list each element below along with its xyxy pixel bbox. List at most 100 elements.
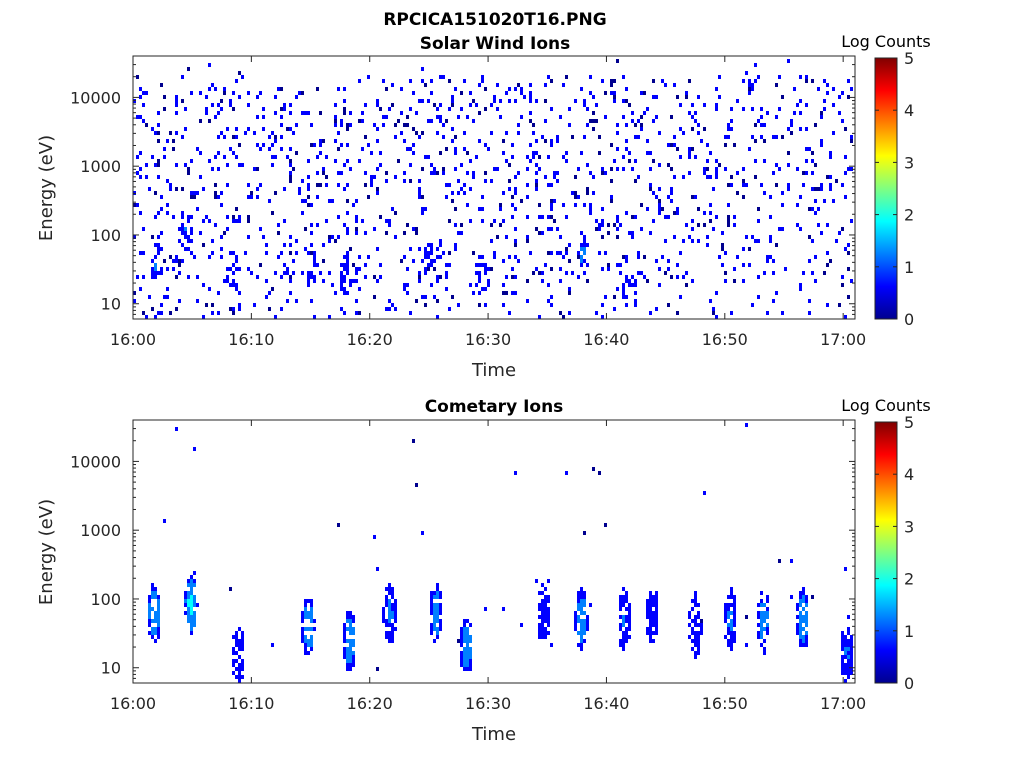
- heatmap-cell: [316, 87, 319, 91]
- heatmap-cell: [622, 619, 625, 623]
- heatmap-cell: [826, 83, 829, 87]
- heatmap-cell: [145, 91, 148, 95]
- heatmap-cell: [634, 299, 637, 303]
- heatmap-cell: [811, 207, 814, 211]
- heatmap-cell: [235, 127, 238, 131]
- heatmap-cell: [700, 627, 703, 631]
- heatmap-cell: [151, 271, 154, 275]
- heatmap-cell: [841, 283, 844, 287]
- heatmap-cell: [310, 643, 313, 647]
- heatmap-cell: [808, 235, 811, 239]
- heatmap-cell: [514, 243, 517, 247]
- heatmap-cell: [529, 251, 532, 255]
- heatmap-cell: [673, 175, 676, 179]
- heatmap-cell: [340, 143, 343, 147]
- heatmap-cell: [187, 591, 190, 595]
- plot-frame: [132, 55, 856, 320]
- heatmap-cell: [199, 231, 202, 235]
- heatmap-cell: [742, 179, 745, 183]
- heatmap-cell: [790, 123, 793, 127]
- colorbar-tick-label: 2: [904, 206, 914, 225]
- heatmap-cell: [430, 163, 433, 167]
- heatmap-cell: [157, 631, 160, 635]
- heatmap-cell: [649, 611, 652, 615]
- heatmap-cell: [430, 171, 433, 175]
- heatmap-cell: [346, 271, 349, 275]
- heatmap-cell: [310, 271, 313, 275]
- heatmap-cell: [748, 87, 751, 91]
- heatmap-cell: [514, 175, 517, 179]
- heatmap-cell: [505, 131, 508, 135]
- heatmap-cell: [157, 139, 160, 143]
- heatmap-cell: [796, 627, 799, 631]
- heatmap-cell: [163, 155, 166, 159]
- heatmap-cell: [583, 259, 586, 263]
- heatmap-cell: [160, 271, 163, 275]
- heatmap-cell: [766, 111, 769, 115]
- heatmap-cell: [310, 603, 313, 607]
- heatmap-cell: [622, 115, 625, 119]
- heatmap-cell: [682, 275, 685, 279]
- heatmap-cell: [724, 603, 727, 607]
- heatmap-cell: [274, 111, 277, 115]
- heatmap-cell: [577, 255, 580, 259]
- heatmap-cell: [514, 207, 517, 211]
- heatmap-cell: [805, 103, 808, 107]
- heatmap-cell: [388, 611, 391, 615]
- heatmap-cell: [484, 171, 487, 175]
- heatmap-cell: [289, 147, 292, 151]
- heatmap-cell: [532, 123, 535, 127]
- heatmap-cell: [571, 135, 574, 139]
- heatmap-cell: [217, 103, 220, 107]
- heatmap-cell: [190, 583, 193, 587]
- heatmap-cell: [391, 611, 394, 615]
- heatmap-cell: [391, 587, 394, 591]
- heatmap-cell: [646, 631, 649, 635]
- heatmap-cell: [457, 231, 460, 235]
- heatmap-cell: [421, 207, 424, 211]
- heatmap-cell: [235, 255, 238, 259]
- colorbar-tick-label: 1: [904, 258, 914, 277]
- heatmap-cell: [196, 191, 199, 195]
- heatmap-cell: [580, 603, 583, 607]
- heatmap-cell: [787, 163, 790, 167]
- heatmap-cell: [784, 267, 787, 271]
- heatmap-cell: [820, 143, 823, 147]
- heatmap-cell: [364, 135, 367, 139]
- heatmap-cell: [544, 587, 547, 591]
- heatmap-cell: [352, 663, 355, 667]
- heatmap-cell: [577, 615, 580, 619]
- heatmap-cell: [565, 247, 568, 251]
- heatmap-cell: [307, 651, 310, 655]
- heatmap-cell: [640, 91, 643, 95]
- heatmap-cell: [460, 107, 463, 111]
- x-axis-label: Time: [471, 360, 516, 381]
- heatmap-cell: [427, 255, 430, 259]
- heatmap-cell: [355, 299, 358, 303]
- heatmap-cell: [241, 75, 244, 79]
- heatmap-cell: [301, 199, 304, 203]
- heatmap-cell: [760, 183, 763, 187]
- heatmap-cell: [757, 631, 760, 635]
- heatmap-cell: [214, 87, 217, 91]
- heatmap-cell: [187, 599, 190, 603]
- heatmap-cell: [475, 155, 478, 159]
- heatmap-cell: [841, 183, 844, 187]
- heatmap-cell: [565, 151, 568, 155]
- heatmap-cell: [451, 295, 454, 299]
- heatmap-cell: [541, 611, 544, 615]
- heatmap-cell: [238, 675, 241, 679]
- heatmap-cell: [580, 591, 583, 595]
- heatmap-cell: [577, 591, 580, 595]
- heatmap-cell: [766, 611, 769, 615]
- heatmap-cell: [307, 643, 310, 647]
- heatmap-cell: [283, 243, 286, 247]
- heatmap-cell: [349, 111, 352, 115]
- heatmap-cell: [349, 627, 352, 631]
- heatmap-cell: [730, 623, 733, 627]
- heatmap-cell: [439, 119, 442, 123]
- heatmap-cell: [400, 259, 403, 263]
- heatmap-cell: [289, 163, 292, 167]
- heatmap-cell: [304, 635, 307, 639]
- heatmap-cell: [802, 595, 805, 599]
